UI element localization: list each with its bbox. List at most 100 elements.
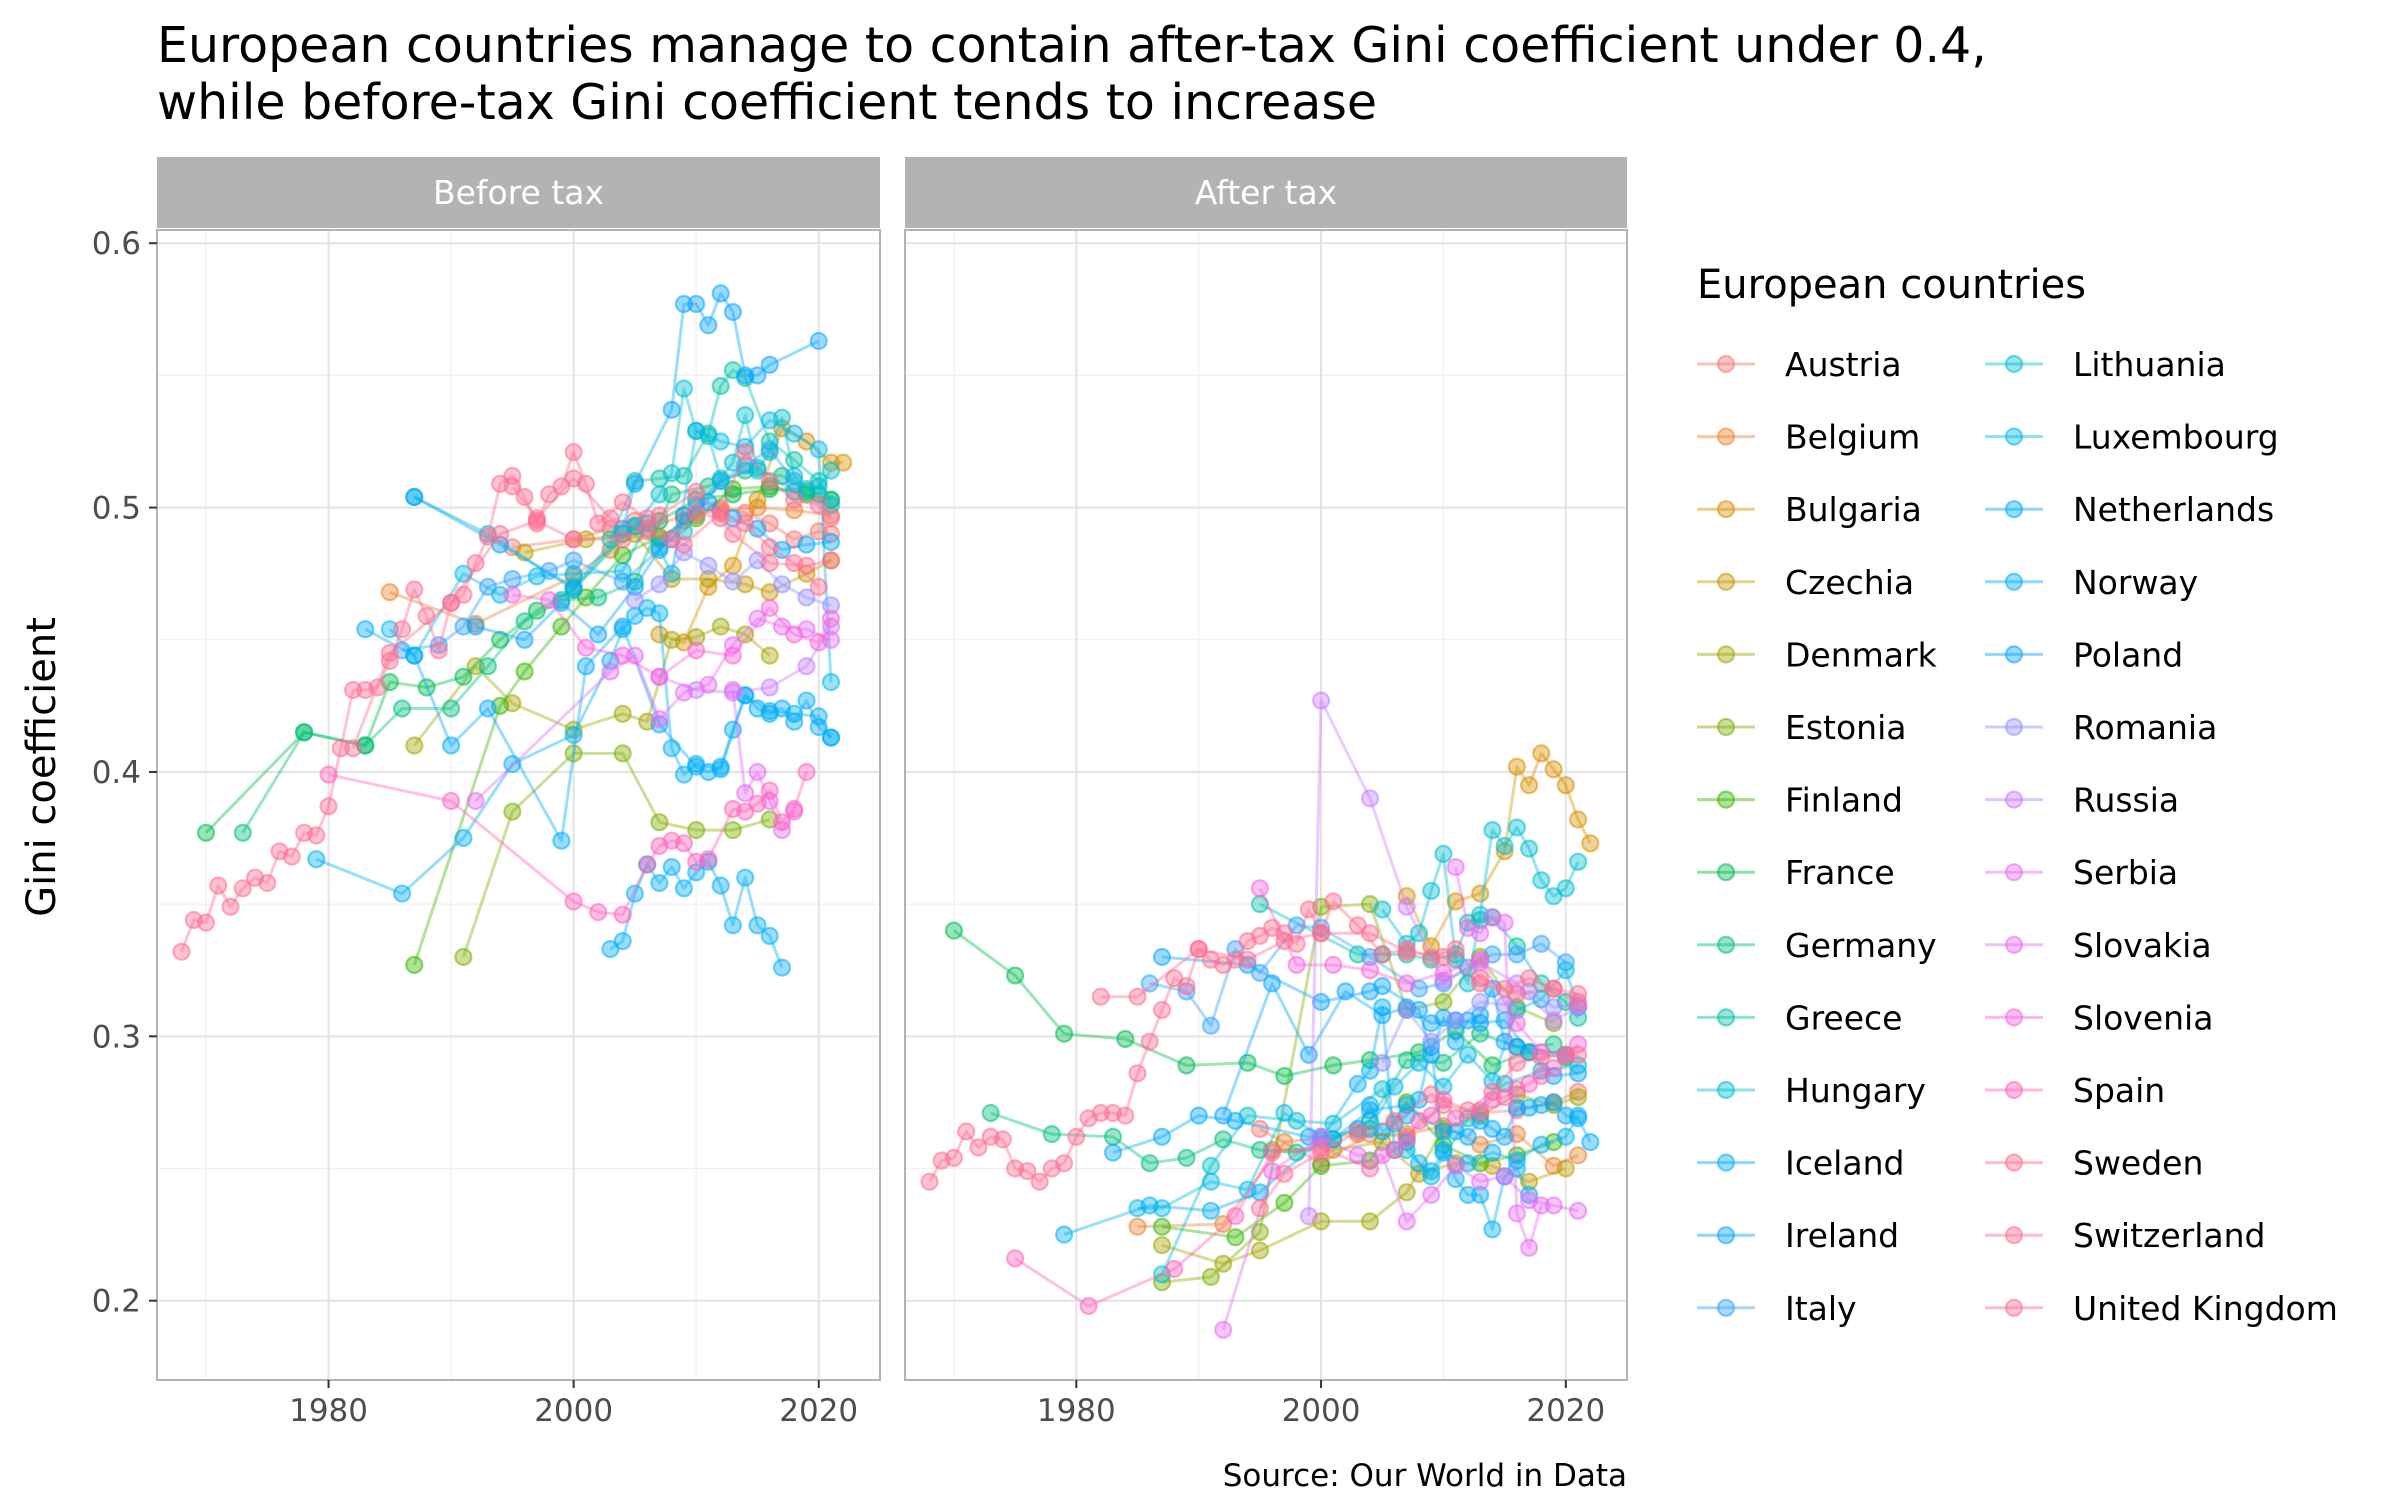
data-point [1152,1217,1172,1236]
data-point [1409,1053,1429,1072]
x-tick-label: 1980 [1037,1393,1116,1429]
data-point [625,884,645,903]
legend-label: Slovenia [2073,998,2213,1037]
series-spain [319,762,816,924]
legend-label: Estonia [1785,708,1906,747]
legend-item-italy: Italy [1697,1289,1857,1328]
data-point [552,477,571,496]
data-point [1250,1241,1270,1260]
legend-label: Czechia [1785,563,1914,602]
data-point [1250,1199,1270,1218]
data-point [723,646,743,665]
data-point [1152,1127,1172,1146]
data-point [760,701,779,721]
data-point [1581,834,1600,853]
data-point [1336,982,1355,1001]
legend-item-iceland: Iceland [1697,1144,1904,1183]
legend-label: Spain [2073,1071,2165,1110]
data-point [1177,1056,1196,1075]
data-point [699,569,718,589]
data-point [564,577,583,597]
data-point [1128,1064,1147,1083]
series-line [1259,1090,1579,1165]
legend-item-germany: Germany [1697,926,1937,965]
data-point [1397,939,1416,959]
series-slovakia [1214,1127,1588,1339]
data-point [1544,1058,1563,1078]
data-point [723,485,743,504]
data-point [1532,871,1551,890]
data-point [674,834,694,853]
data-point [1434,963,1453,983]
data-point [564,744,583,763]
data-point [1201,1201,1221,1220]
data-point [1422,1085,1441,1104]
data-point [1091,1103,1110,1123]
legend-key-point [1716,1008,1736,1027]
data-point [821,495,841,514]
data-point [1214,1320,1233,1339]
data-point [1360,1159,1380,1178]
series-slovenia [503,585,841,686]
data-point [957,1122,976,1141]
data-point [723,820,743,840]
legend-item-finland: Finland [1697,781,1903,820]
data-point [760,926,779,946]
data-point [1140,974,1159,993]
data-point [1422,947,1441,967]
data-point [699,493,718,512]
data-point [1238,1053,1257,1072]
data-point [1507,945,1527,964]
data-point [1214,1130,1233,1149]
legend-key-point [1716,645,1736,664]
data-point [821,596,841,615]
facet-strip [905,157,1627,228]
data-point [1042,1124,1061,1144]
data-point [515,487,534,507]
data-point [1116,1106,1135,1125]
legend-key-point [2004,1298,2024,1317]
legend-label: Hungary [1785,1071,1926,1110]
legend-label: Serbia [2073,853,2178,892]
data-point [417,606,436,626]
series-line [634,551,832,607]
data-point [821,461,841,480]
legend-label: Netherlands [2073,490,2274,529]
data-point [1507,1204,1527,1223]
data-point [1373,900,1392,919]
legend-key-point [1716,1153,1736,1172]
legend-key-point [2004,572,2024,591]
legend-key-point [1716,500,1736,519]
x-tick-label: 2020 [1526,1393,1605,1429]
data-point [748,461,767,480]
data-point [429,641,448,660]
series-line [928,900,1579,1184]
data-point [613,561,632,581]
data-point [1201,1156,1221,1176]
data-point [1177,976,1196,996]
data-point [564,551,583,570]
data-point [466,657,485,676]
data-point [1177,1148,1196,1168]
data-point [1544,979,1563,998]
data-point [1519,839,1539,858]
data-point [1471,974,1490,993]
data-point [1311,924,1331,943]
legend-item-denmark: Denmark [1697,635,1938,674]
legend-item-norway: Norway [1985,563,2198,602]
data-point [1311,1138,1331,1157]
legend-item-bulgaria: Bulgaria [1697,490,1922,529]
data-point [454,667,473,686]
data-point [723,720,743,739]
data-point [711,503,730,523]
legend-label: Austria [1785,345,1902,384]
legend-key-point [1716,572,1736,591]
data-point [1483,820,1502,840]
data-point [491,630,510,649]
data-point [785,704,804,723]
data-point [625,590,645,610]
data-point [454,585,473,604]
data-point [1360,1101,1380,1120]
series-ireland [1152,947,1575,1064]
